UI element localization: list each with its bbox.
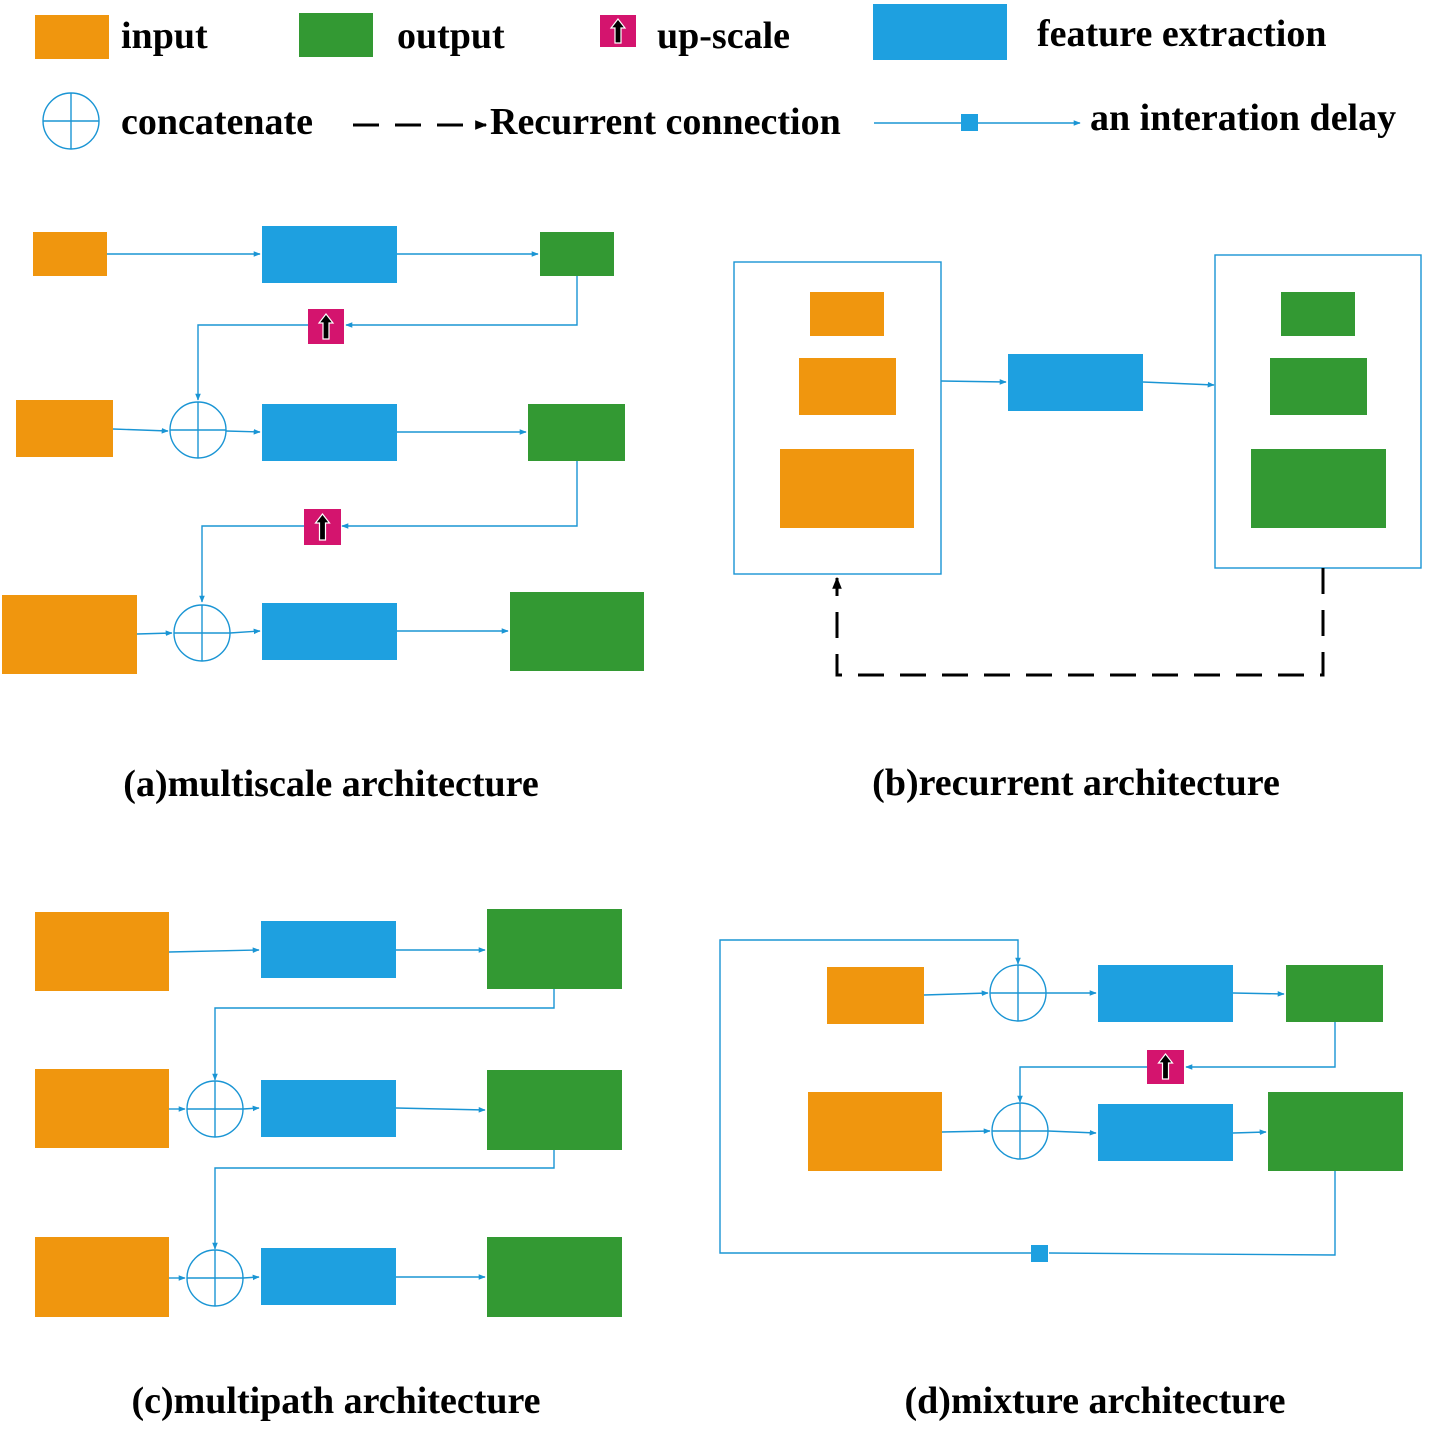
input-block — [810, 292, 884, 336]
output-block — [487, 1237, 622, 1317]
concat-icon — [169, 401, 227, 459]
legend-input-swatch — [35, 15, 109, 59]
caption-c: (c)multipath architecture — [131, 1380, 540, 1422]
upscale-icon — [308, 309, 344, 344]
upscale-icon — [1147, 1050, 1184, 1084]
output-block — [510, 592, 644, 671]
legend-feature-label: feature extraction — [1037, 13, 1326, 55]
recurrent-connection-arrow — [832, 568, 1325, 677]
panel-d-mixture: (d)mixture architecture — [719, 939, 1403, 1422]
legend-output-label: output — [397, 15, 505, 57]
output-block — [1286, 965, 1383, 1022]
upscale-icon — [304, 509, 341, 545]
feature-block — [1098, 1104, 1233, 1161]
output-block — [487, 909, 622, 989]
feature-block — [261, 1080, 396, 1137]
input-block — [799, 358, 896, 415]
legend-concat-icon — [42, 92, 100, 150]
input-block — [780, 449, 914, 528]
feature-block — [262, 404, 397, 461]
feature-block — [1008, 354, 1143, 411]
output-block — [1281, 292, 1355, 336]
output-block — [1251, 449, 1386, 528]
panel-c-multipath: (c)multipath architecture — [35, 909, 622, 1422]
input-group-frame — [733, 261, 942, 575]
output-group-frame — [1214, 254, 1422, 569]
legend-concat-label: concatenate — [121, 101, 313, 143]
legend-feature-swatch — [873, 4, 1007, 60]
concat-icon — [186, 1080, 244, 1138]
input-block — [33, 232, 107, 276]
caption-b: (b)recurrent architecture — [872, 762, 1280, 804]
delay-icon — [1031, 1245, 1048, 1262]
panel-a-multiscale: (a)multiscale architecture — [2, 226, 644, 805]
concat-icon — [991, 1102, 1049, 1160]
legend-output-swatch — [299, 13, 373, 57]
concat-icon — [173, 604, 231, 662]
panel-b-recurrent: (b)recurrent architecture — [733, 254, 1422, 804]
legend-upscale-label: up-scale — [657, 15, 790, 57]
output-block — [540, 232, 614, 276]
legend-input-label: input — [121, 15, 208, 57]
caption-d: (d)mixture architecture — [905, 1380, 1286, 1422]
output-block — [1270, 358, 1367, 415]
legend-delay-label: an interation delay — [1090, 97, 1396, 139]
output-block — [528, 404, 625, 461]
legend-recurrent-label: Recurrent connection — [490, 101, 841, 143]
input-block — [827, 967, 924, 1024]
feature-block — [261, 1248, 396, 1305]
feature-block — [262, 226, 397, 283]
input-block — [16, 400, 113, 457]
input-block — [35, 912, 169, 991]
feature-block — [1098, 965, 1233, 1022]
legend-delay-icon — [961, 114, 978, 131]
input-block — [35, 1237, 169, 1317]
input-block — [35, 1069, 169, 1148]
input-block — [808, 1092, 942, 1171]
concat-icon — [186, 1249, 244, 1307]
output-block — [1268, 1092, 1403, 1171]
output-block — [487, 1070, 622, 1150]
feature-block — [261, 921, 396, 978]
feature-block — [262, 603, 397, 660]
input-block — [2, 595, 137, 674]
concat-icon — [989, 964, 1047, 1022]
caption-a: (a)multiscale architecture — [123, 763, 538, 805]
legend-upscale-icon — [600, 15, 636, 47]
legend: input output up-scale feature extraction… — [35, 4, 1396, 150]
